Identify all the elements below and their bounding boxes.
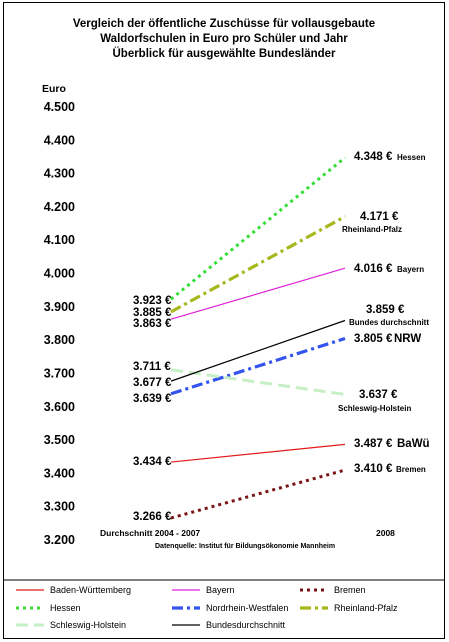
- x-category-label-end: 2008: [376, 528, 395, 538]
- series-lines: [170, 156, 346, 520]
- legend-label: Baden-Württemberg: [50, 585, 131, 595]
- source-note: Datenquelle: Institut für Bildungsökonom…: [155, 543, 335, 550]
- end-value-label: 3.859 €: [366, 304, 405, 316]
- y-tick-label: 3.500: [44, 433, 75, 447]
- y-axis-ticks: 3.200 3.300 3.400 3.500 3.600 3.700 3.800 3.900…: [44, 100, 75, 547]
- y-tick-label: 3.300: [44, 500, 75, 514]
- y-tick-label: 3.200: [44, 533, 75, 547]
- y-tick-label: 4.500: [44, 100, 75, 114]
- title-line-2: Überblick für ausgewählte Bundesländer: [112, 47, 336, 60]
- chart-title: Vergleich der öffentliche Zuschüsse für …: [73, 18, 375, 60]
- series-line-bayern: [170, 267, 346, 320]
- y-tick-label: 3.700: [44, 366, 75, 380]
- y-tick-label: 3.900: [44, 300, 75, 314]
- y-tick-label: 3.600: [44, 400, 75, 414]
- chart-frame: [3, 2, 445, 639]
- series-line-bundesdurchschnitt: [170, 319, 346, 382]
- legend-label: Schleswig-Holstein: [50, 620, 126, 630]
- series-line-schleswig-holstein: [170, 368, 346, 396]
- end-series-label: Bremen: [396, 465, 426, 474]
- legend-label: Bundesdurchschnitt: [206, 620, 286, 630]
- series-line-hessen: [170, 156, 346, 301]
- y-axis-label: Euro: [42, 83, 66, 95]
- y-tick-label: 4.400: [44, 133, 75, 147]
- title-line-1: Waldorfschulen in Euro pro Schüler und J…: [100, 33, 348, 45]
- end-series-label: Hessen: [397, 153, 426, 162]
- end-value-label: 3.637 €: [359, 389, 398, 401]
- end-series-label: NRW: [394, 333, 421, 345]
- series-line-rheinland-pfalz: [170, 215, 346, 314]
- data-labels: 3.434 € 3.863 € 3.266 € 3.923 € 3.639 € 3.885…: [133, 151, 430, 523]
- legend-label: Hessen: [50, 603, 81, 613]
- start-value-label: 3.923 €: [133, 295, 172, 307]
- y-tick-label: 3.400: [44, 466, 75, 480]
- end-series-label: Bundes durchschnitt: [349, 318, 429, 327]
- start-value-label: 3.639 €: [133, 393, 172, 405]
- end-series-label: Bayern: [397, 265, 424, 274]
- end-value-label: 3.487 €: [354, 438, 393, 450]
- legend-label: Bayern: [206, 585, 235, 595]
- title-line-0: Vergleich der öffentliche Zuschüsse für …: [73, 18, 375, 30]
- y-tick-label: 4.000: [44, 267, 75, 281]
- x-category-label-start: Durchschnitt 2004 - 2007: [100, 528, 200, 538]
- start-value-label: 3.266 €: [133, 511, 172, 523]
- end-value-label: 4.016 €: [354, 263, 393, 275]
- y-tick-label: 4.100: [44, 233, 75, 247]
- end-series-label: BaWü: [397, 438, 430, 450]
- y-tick-label: 4.300: [44, 167, 75, 181]
- legend-label: Rheinland-Pfalz: [334, 603, 398, 613]
- series-line-bremen: [170, 468, 346, 520]
- end-value-label: 3.410 €: [354, 463, 393, 475]
- start-value-label: 3.434 €: [133, 456, 172, 468]
- end-value-label: 4.171 €: [360, 211, 399, 223]
- legend-label: Bremen: [334, 585, 366, 595]
- legend: Baden-Württemberg Bayern Bremen Hessen Nordr…: [16, 585, 398, 630]
- start-value-label: 3.677 €: [133, 377, 172, 389]
- end-value-label: 3.805 €: [354, 333, 393, 345]
- end-value-label: 4.348 €: [354, 151, 393, 163]
- end-series-label: Rheinland-Pfalz: [342, 225, 402, 234]
- start-value-label: 3.711 €: [133, 361, 171, 373]
- start-value-label: 3.863 €: [133, 318, 172, 330]
- y-tick-label: 4.200: [44, 200, 75, 214]
- end-series-label: Schleswig-Holstein: [338, 404, 411, 413]
- legend-label: Nordrhein-Westfalen: [206, 603, 288, 613]
- start-value-label: 3.885 €: [133, 307, 172, 319]
- series-line-nordrhein-westfalen: [170, 336, 346, 396]
- y-tick-label: 3.800: [44, 333, 75, 347]
- series-line-baden-w-rttemberg: [170, 443, 346, 463]
